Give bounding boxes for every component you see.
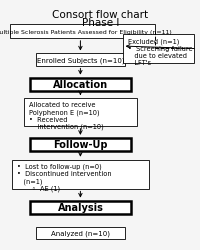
- FancyBboxPatch shape: [122, 35, 193, 64]
- FancyBboxPatch shape: [12, 160, 148, 189]
- Text: Consort flow chart: Consort flow chart: [52, 10, 148, 20]
- Text: •  Lost to follow-up (n=0)
•  Discontinued intervention
   (n=1)
       ◦  AE (1: • Lost to follow-up (n=0) • Discontinued…: [17, 163, 111, 192]
- FancyBboxPatch shape: [30, 138, 130, 151]
- FancyBboxPatch shape: [24, 99, 136, 126]
- FancyBboxPatch shape: [30, 78, 130, 91]
- Text: Enrolled Subjects (n=10): Enrolled Subjects (n=10): [36, 57, 124, 64]
- FancyBboxPatch shape: [36, 227, 124, 239]
- Text: Allocated to receive
Polyphenon E (n=10)
•  Received
    intervention (n=10): Allocated to receive Polyphenon E (n=10)…: [29, 102, 103, 130]
- Text: Analysis: Analysis: [57, 202, 103, 212]
- Text: Allocation: Allocation: [53, 80, 107, 90]
- Text: Follow-Up: Follow-Up: [53, 140, 107, 150]
- Text: Multiple Sclerosis Patients Assessed for Eligibility (n=11): Multiple Sclerosis Patients Assessed for…: [0, 30, 170, 34]
- FancyBboxPatch shape: [36, 54, 124, 66]
- FancyBboxPatch shape: [30, 201, 130, 214]
- Text: Excluded (n=1)
•  Screening failure
   due to elevated
   LFT's: Excluded (n=1) • Screening failure due t…: [127, 38, 191, 66]
- Text: Phase I: Phase I: [81, 18, 119, 28]
- FancyBboxPatch shape: [10, 25, 154, 39]
- Text: Analyzed (n=10): Analyzed (n=10): [51, 230, 109, 236]
